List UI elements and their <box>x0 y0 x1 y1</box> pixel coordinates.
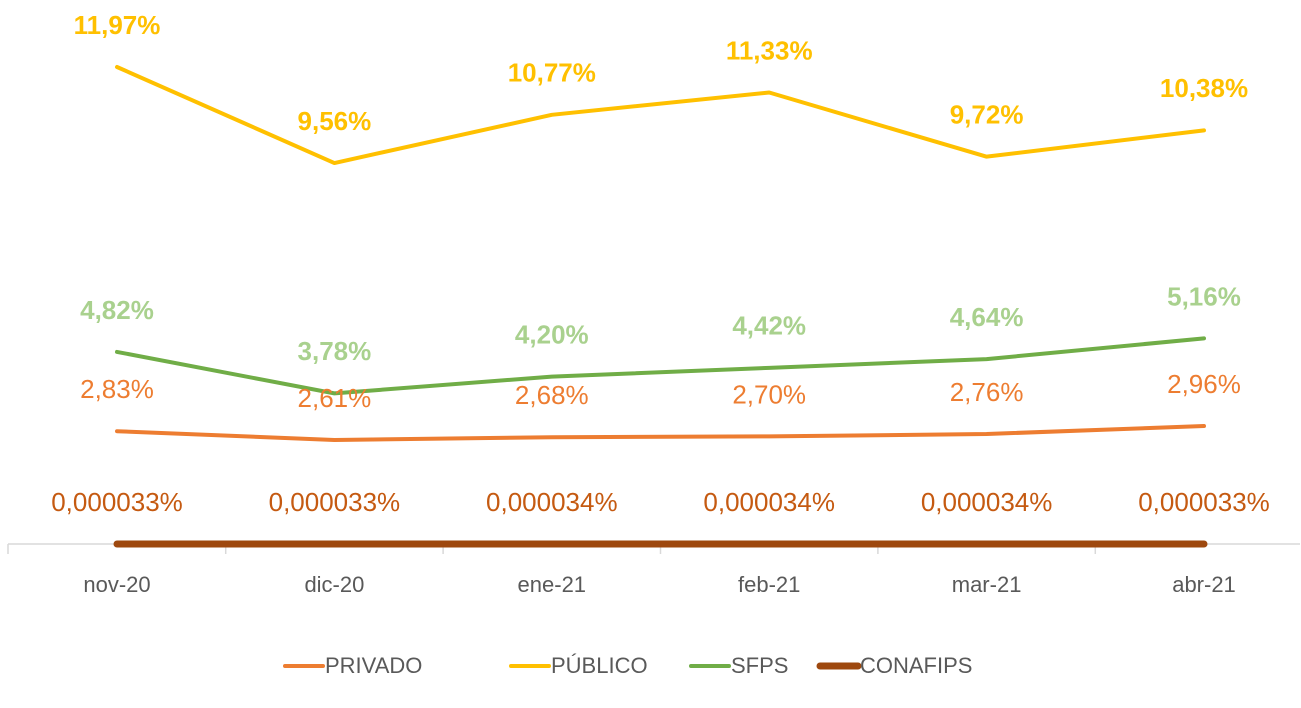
legend-label: PÚBLICO <box>551 653 648 678</box>
x-tick-label: nov-20 <box>83 572 150 597</box>
data-label: 10,38% <box>1160 73 1248 103</box>
data-label: 0,000034% <box>921 487 1053 517</box>
data-label: 0,000033% <box>51 487 183 517</box>
data-label: 0,000033% <box>269 487 401 517</box>
x-tick-label: abr-21 <box>1172 572 1236 597</box>
data-label: 0,000033% <box>1138 487 1270 517</box>
data-label: 2,70% <box>732 379 806 409</box>
data-label: 0,000034% <box>486 487 618 517</box>
data-label: 11,33% <box>726 35 813 65</box>
data-label: 9,56% <box>298 106 372 136</box>
data-label: 10,77% <box>508 58 596 88</box>
legend-label: SFPS <box>731 653 788 678</box>
series-line <box>115 424 1206 442</box>
series-line <box>115 336 1206 396</box>
series-line <box>115 65 1206 166</box>
data-label: 5,16% <box>1167 281 1241 311</box>
data-label: 4,20% <box>515 320 589 350</box>
data-label: 11,97% <box>74 10 161 40</box>
x-tick-label: dic-20 <box>304 572 364 597</box>
legend-label: CONAFIPS <box>860 653 972 678</box>
x-tick-label: mar-21 <box>952 572 1022 597</box>
x-tick-label: ene-21 <box>518 572 587 597</box>
data-label: 9,72% <box>950 100 1024 130</box>
x-tick-label: feb-21 <box>738 572 800 597</box>
data-label: 4,82% <box>80 295 154 325</box>
data-label: 0,000034% <box>703 487 835 517</box>
data-label: 2,83% <box>80 374 154 404</box>
data-label: 4,42% <box>732 311 806 341</box>
legend-label: PRIVADO <box>325 653 422 678</box>
data-label: 2,76% <box>950 377 1024 407</box>
data-label: 2,68% <box>515 380 589 410</box>
data-label: 3,78% <box>298 336 372 366</box>
data-label: 4,64% <box>950 302 1024 332</box>
data-label: 2,96% <box>1167 369 1241 399</box>
data-label: 2,61% <box>298 383 372 413</box>
